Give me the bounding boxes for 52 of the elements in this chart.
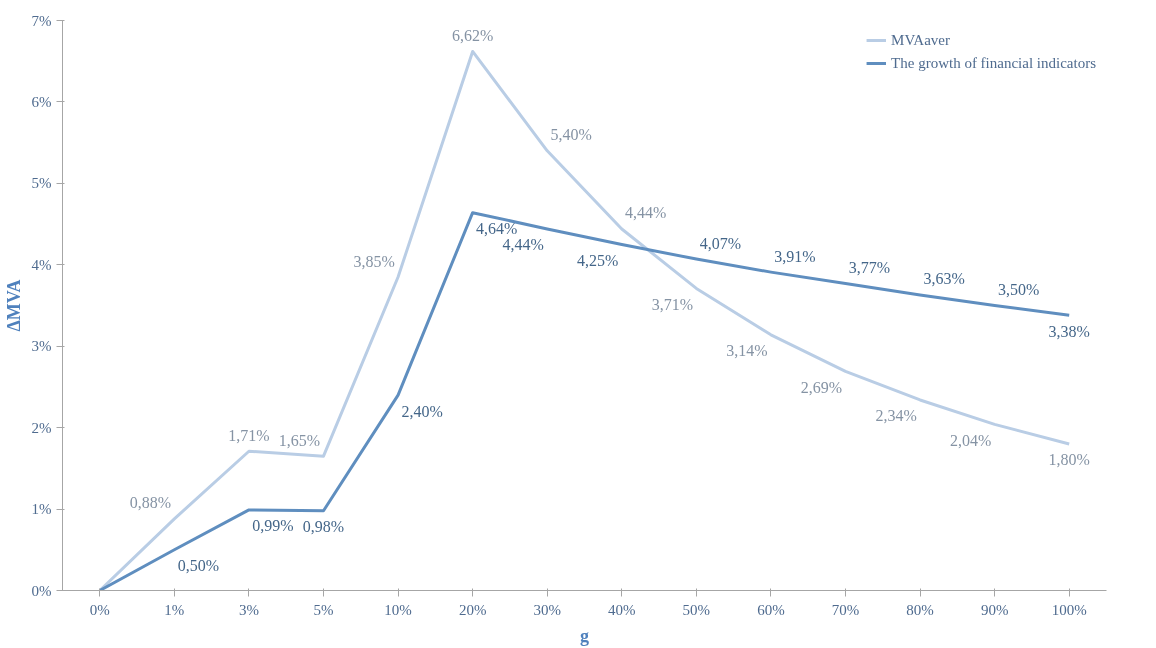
x-tick-label: 5% xyxy=(313,601,334,618)
y-tick-label: 2% xyxy=(31,419,52,436)
data-label: 0,50% xyxy=(177,557,220,575)
x-tick-label: 20% xyxy=(458,601,487,618)
data-label: 0,99% xyxy=(252,517,294,535)
data-label: 0,98% xyxy=(302,518,345,536)
y-tick-label: 7% xyxy=(31,12,52,29)
x-tick-label: 100% xyxy=(1051,601,1087,618)
x-axis-title: g xyxy=(580,625,589,646)
data-label: 3,63% xyxy=(923,270,965,288)
y-tick-label: 1% xyxy=(31,501,52,518)
legend-label: MVAaver xyxy=(891,31,950,49)
data-label: 4,07% xyxy=(699,234,742,252)
y-tick-label: 5% xyxy=(31,175,52,192)
x-tick-label: 70% xyxy=(831,601,860,618)
data-label: 3,50% xyxy=(997,281,1040,298)
x-tick-label: 0% xyxy=(89,601,110,618)
x-tick-label: 80% xyxy=(906,601,934,618)
data-label: 0,88% xyxy=(129,494,172,512)
data-label: 3,85% xyxy=(353,252,395,270)
data-label: 1,80% xyxy=(1048,451,1090,469)
data-label: 3,91% xyxy=(774,247,816,265)
y-axis-title: ΔMVA xyxy=(3,279,24,332)
x-tick-label: 90% xyxy=(980,601,1009,618)
x-tick-label: 1% xyxy=(164,601,185,618)
x-tick-label: 30% xyxy=(533,601,561,618)
data-label: 3,38% xyxy=(1048,322,1090,340)
data-label: 2,40% xyxy=(401,402,443,420)
data-label: 2,34% xyxy=(875,407,917,425)
data-label: 1,71% xyxy=(228,426,270,444)
x-tick-label: 40% xyxy=(608,601,636,618)
data-label: 4,64% xyxy=(475,220,518,238)
y-tick-label: 4% xyxy=(31,256,52,273)
data-label: 2,69% xyxy=(800,378,843,396)
data-label: 3,14% xyxy=(726,342,768,360)
data-label: 4,44% xyxy=(625,204,667,222)
data-label: 4,25% xyxy=(577,251,619,269)
y-tick-label: 0% xyxy=(31,582,52,599)
data-label: 6,62% xyxy=(451,26,494,44)
x-tick-label: 10% xyxy=(384,601,412,618)
legend-label: The growth of financial indicators xyxy=(891,54,1096,72)
data-label: 3,77% xyxy=(848,259,891,277)
data-label: 3,71% xyxy=(651,295,694,313)
x-tick-label: 3% xyxy=(238,601,259,618)
x-tick-label: 60% xyxy=(757,601,785,618)
x-tick-label: 50% xyxy=(682,601,711,618)
data-label: 4,44% xyxy=(502,236,544,254)
y-tick-label: 6% xyxy=(31,93,52,110)
data-label: 2,04% xyxy=(949,431,992,449)
data-label: 1,65% xyxy=(278,431,321,449)
data-label: 5,40% xyxy=(550,126,592,144)
y-tick-label: 3% xyxy=(31,338,52,355)
